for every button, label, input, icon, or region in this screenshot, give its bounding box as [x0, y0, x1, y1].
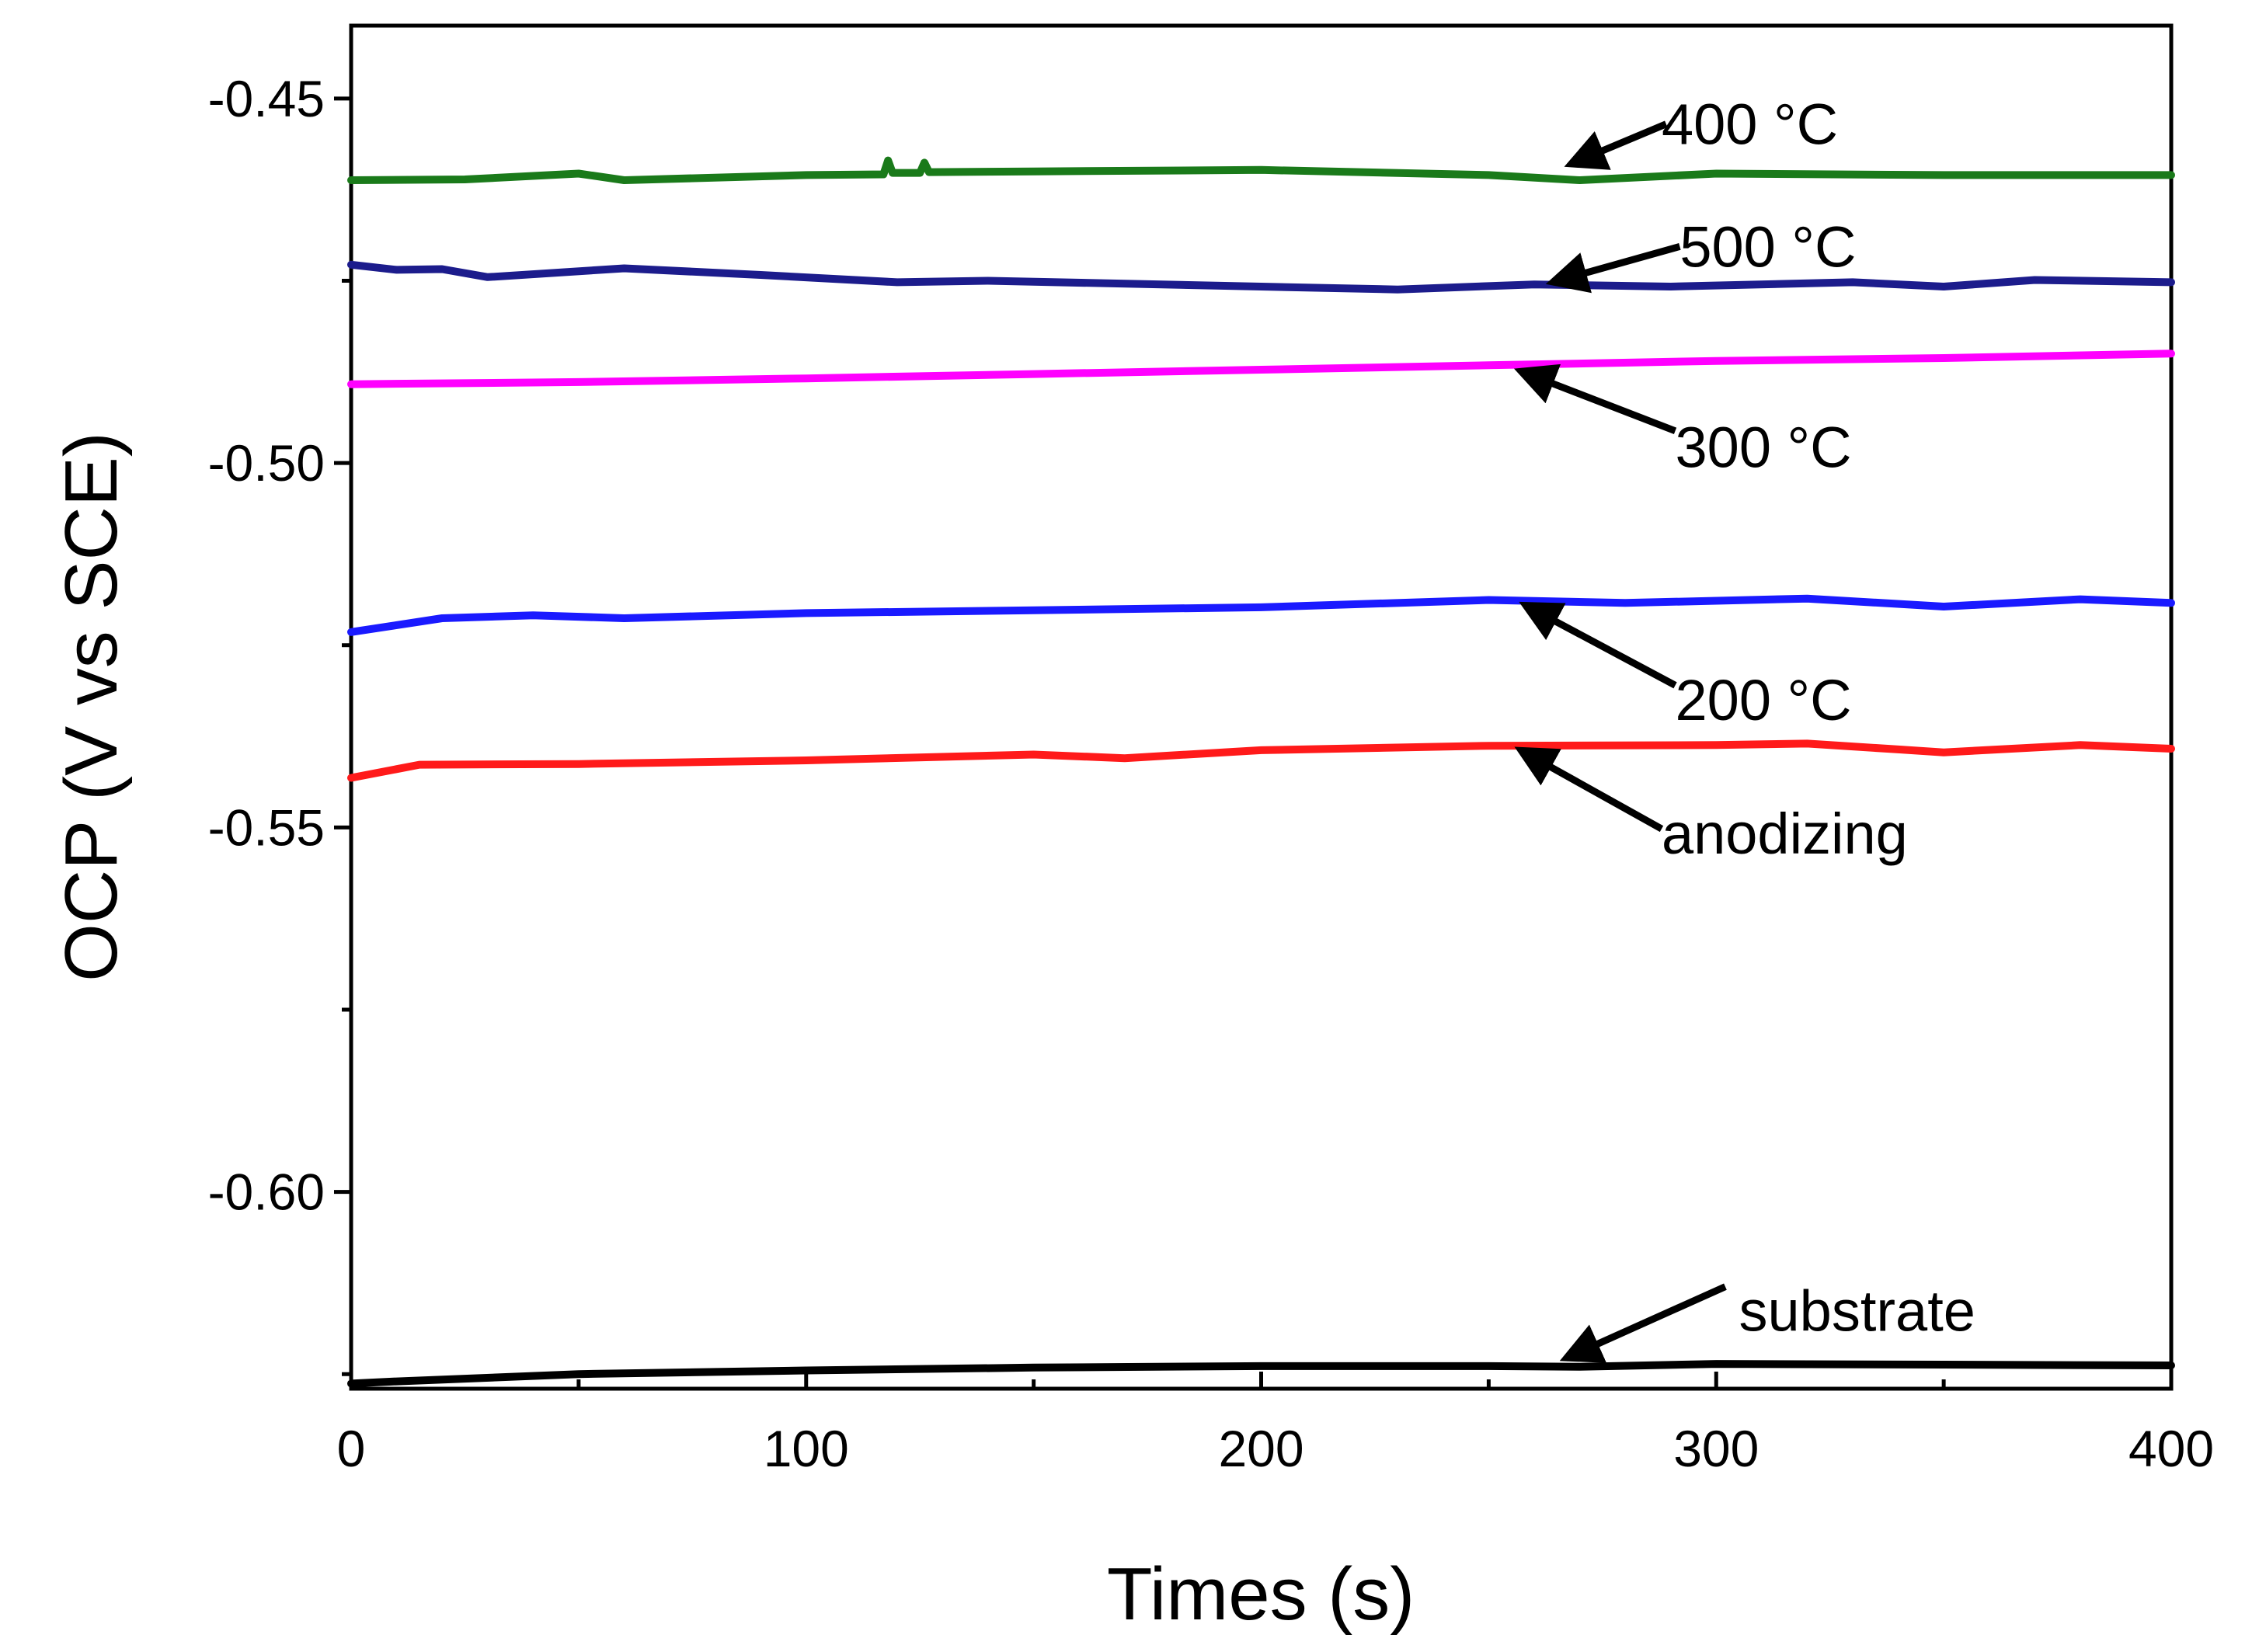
y-tick-label: -0.45 [208, 70, 325, 127]
annotation-arrow-300-c [1513, 363, 1677, 435]
annotation-arrow-200-c [1519, 601, 1677, 689]
series-line-anodizing [347, 739, 2175, 782]
annotation-label-substrate: substrate [1739, 1279, 1975, 1344]
y-tick-label: -0.50 [208, 434, 325, 492]
y-axis-title: OCP (V vs SCE) [50, 432, 133, 982]
annotation-arrow-400-c [1564, 120, 1668, 170]
series-line-substrate [347, 1360, 2175, 1388]
y-tick-label: -0.55 [208, 798, 325, 856]
x-tick-label: 300 [1673, 1420, 1759, 1477]
annotations: 400 °C 500 °C 300 °C 200 °C anodizing substra… [1513, 92, 1975, 1363]
annotation-arrow-500-c [1545, 243, 1681, 294]
x-tick-label: 400 [2128, 1420, 2214, 1477]
x-tick-label: 200 [1218, 1420, 1304, 1477]
y-tick-label: -0.60 [208, 1163, 325, 1221]
annotation-arrow-substrate [1559, 1283, 1727, 1363]
x-axis-title: Times (s) [1107, 1553, 1415, 1636]
x-tick-label: 100 [764, 1420, 849, 1477]
annotation-label-500-c: 500 °C [1679, 214, 1856, 279]
x-tick-label: 0 [337, 1420, 366, 1477]
annotation-arrow-anodizing [1514, 746, 1664, 833]
series-lines [347, 156, 2175, 1388]
axis-ticks: 0 100 200 300 400 -0.45 -0.50 -0.55 -0.60 [208, 70, 2215, 1477]
annotation-label-200-c: 200 °C [1676, 668, 1852, 732]
annotation-label-300-c: 300 °C [1676, 415, 1852, 479]
plot-area-frame [349, 23, 2174, 1391]
annotation-label-400-c: 400 °C [1662, 92, 1838, 157]
series-line-500-c [347, 260, 2175, 294]
series-line-200-c [347, 594, 2175, 636]
series-line-400-c [347, 156, 2175, 184]
series-line-300-c [347, 350, 2175, 388]
annotation-label-anodizing: anodizing [1662, 802, 1908, 866]
